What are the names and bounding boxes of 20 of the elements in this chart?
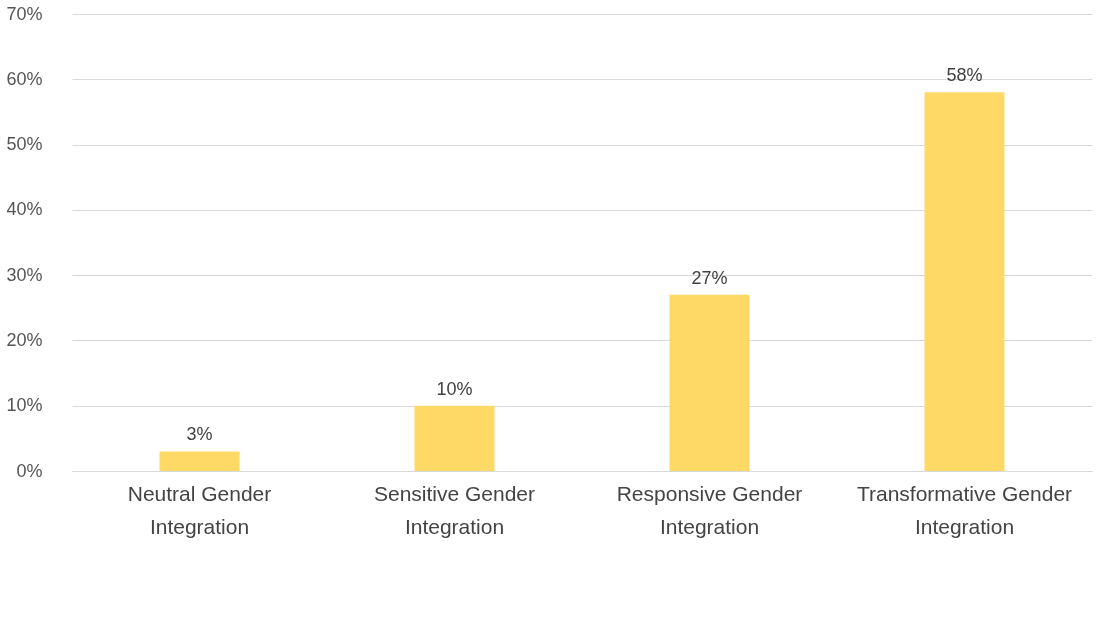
bar — [159, 451, 240, 471]
data-label: 27% — [691, 267, 728, 288]
x-tick-label: Responsive Gender Integration — [616, 481, 803, 538]
y-tick-label: 60% — [6, 68, 43, 89]
data-label: 3% — [186, 424, 213, 445]
y-tick-label: 30% — [6, 264, 43, 285]
y-tick-label: 50% — [6, 134, 43, 155]
x-tick-label: Transformative Gender Integration — [856, 481, 1073, 538]
x-tick-label: Sensitive Gender Integration — [373, 481, 536, 538]
bar — [669, 294, 750, 471]
bar — [414, 405, 495, 471]
y-tick-label: 20% — [6, 329, 43, 350]
bar — [924, 92, 1005, 471]
x-tick-label: Neutral Gender Integration — [127, 481, 272, 538]
data-label: 10% — [436, 378, 473, 399]
y-tick-label: 0% — [16, 460, 43, 481]
y-tick-label: 70% — [6, 3, 43, 24]
y-tick-label: 10% — [6, 395, 43, 416]
data-label: 58% — [946, 65, 983, 86]
y-tick-label: 40% — [6, 199, 43, 220]
